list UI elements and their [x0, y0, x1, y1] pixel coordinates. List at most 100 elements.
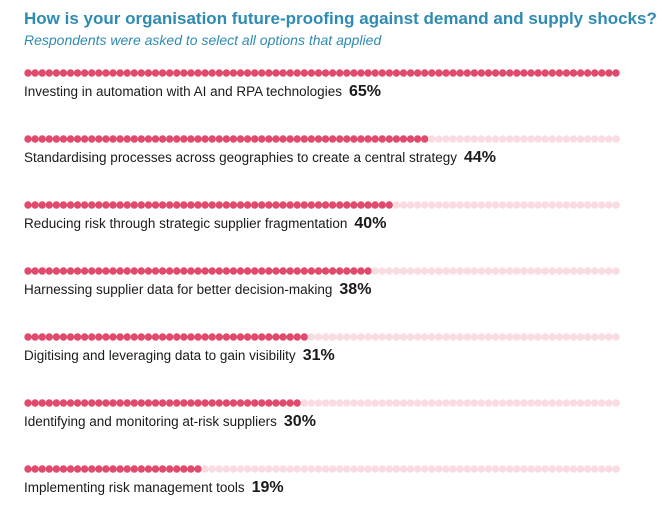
- bar-dot-empty: [555, 201, 564, 209]
- bar-dot-empty: [534, 267, 542, 275]
- bar-dot-empty: [357, 465, 365, 473]
- bar-dot-filled: [165, 135, 174, 143]
- bar-dot-filled: [222, 135, 231, 143]
- bar-dot-filled: [208, 333, 216, 341]
- bar-dot-filled: [293, 267, 301, 275]
- bar-dot-filled: [24, 399, 32, 407]
- bar-dot-filled: [208, 399, 216, 407]
- bar-dot-filled: [52, 267, 61, 275]
- bar-dot-empty: [456, 333, 464, 341]
- bar-dot-empty: [435, 465, 443, 473]
- bar-dot-empty: [463, 333, 471, 341]
- bar-dot-empty: [350, 333, 358, 341]
- bar-dot-filled: [442, 69, 450, 77]
- bar-dot-filled: [364, 201, 372, 209]
- bar-dot-empty: [477, 135, 486, 143]
- bar-dot-empty: [541, 333, 549, 341]
- bar-dot-empty: [449, 267, 457, 275]
- bar-dot-empty: [491, 201, 500, 209]
- bar-dot-empty: [548, 267, 556, 275]
- bar-dot-empty: [428, 333, 436, 341]
- bar-dot-filled: [73, 69, 82, 77]
- bar-dot-filled: [52, 399, 61, 407]
- bar-dot-empty: [321, 333, 330, 341]
- bar-dot-empty: [406, 201, 415, 209]
- bar-dot-filled: [201, 69, 209, 77]
- bar-dot-filled: [385, 201, 393, 209]
- bar-dot-filled: [357, 69, 365, 77]
- bar-dot-filled: [123, 201, 131, 209]
- bar-dot-filled: [151, 465, 160, 473]
- bar-dot-filled: [88, 399, 96, 407]
- bar-dot-filled: [328, 201, 337, 209]
- bar-dot-filled: [31, 69, 39, 77]
- bar-dot-filled: [265, 135, 273, 143]
- bar-dot-filled: [243, 399, 252, 407]
- bar-dot-filled: [137, 69, 146, 77]
- category-label: Digitising and leveraging data to gain v…: [24, 348, 296, 363]
- bar-dot-empty: [378, 333, 386, 341]
- bar-dot-filled: [66, 399, 75, 407]
- bar-dot-filled: [109, 201, 117, 209]
- bar-dot-empty: [612, 333, 620, 341]
- bar-dot-empty: [413, 267, 422, 275]
- bar-dot-filled: [80, 135, 89, 143]
- bar-dot-filled: [236, 201, 245, 209]
- bar-dot-filled: [399, 69, 408, 77]
- bar-dot-filled: [151, 135, 160, 143]
- bar-dot-empty: [527, 135, 535, 143]
- bar-dot-empty: [562, 465, 571, 473]
- bar-dot-empty: [520, 267, 528, 275]
- bar-dot-filled: [258, 399, 266, 407]
- bar-dot-empty: [548, 201, 556, 209]
- bar-dot-filled: [272, 135, 280, 143]
- bar-dot-filled: [88, 69, 96, 77]
- bar-dot-filled: [109, 267, 117, 275]
- bar-dot-empty: [583, 399, 592, 407]
- bar-dot-filled: [45, 69, 53, 77]
- bar-dot-filled: [31, 399, 39, 407]
- bar-dot-filled: [279, 333, 287, 341]
- bar-dot-filled: [598, 69, 606, 77]
- bar-dot-empty: [576, 267, 585, 275]
- bar-dot-empty: [428, 399, 436, 407]
- bar-dot-filled: [413, 135, 422, 143]
- bar-dot-empty: [484, 333, 493, 341]
- bar-dot-empty: [421, 333, 429, 341]
- bar-dot-empty: [534, 135, 542, 143]
- bar-dot-empty: [484, 465, 493, 473]
- bar-dot-empty: [612, 267, 620, 275]
- bar-dot-filled: [52, 69, 61, 77]
- category-label: Reducing risk through strategic supplier…: [24, 216, 347, 231]
- bar-dot-filled: [336, 135, 344, 143]
- bar-dot-filled: [80, 201, 89, 209]
- bar-dot-empty: [506, 135, 514, 143]
- bar-dot-filled: [109, 69, 117, 77]
- bar-dot-filled: [194, 201, 202, 209]
- bar-dot-empty: [421, 399, 429, 407]
- bar-dot-filled: [364, 135, 372, 143]
- bar-dot-empty: [605, 465, 613, 473]
- bar-dot-filled: [243, 201, 252, 209]
- bar-dot-filled: [364, 69, 372, 77]
- bar-dot-filled: [251, 333, 259, 341]
- bar-dot-filled: [123, 333, 131, 341]
- bar-dot-filled: [123, 465, 131, 473]
- bar-dot-filled: [527, 69, 535, 77]
- bar-dot-empty: [591, 267, 599, 275]
- bar-dot-empty: [484, 267, 493, 275]
- bar-dot-filled: [350, 201, 358, 209]
- bar-dot-filled: [222, 69, 231, 77]
- bar-dot-filled: [24, 135, 32, 143]
- bar-dot-filled: [229, 201, 238, 209]
- bar-dot-filled: [165, 69, 174, 77]
- bar-dot-empty: [583, 267, 592, 275]
- bar-dot-empty: [513, 135, 521, 143]
- bar-dot-empty: [605, 267, 613, 275]
- bar-dot-filled: [130, 267, 138, 275]
- bar-dot-empty: [449, 135, 457, 143]
- bar-dot-filled: [123, 69, 131, 77]
- bar-dot-filled: [265, 267, 273, 275]
- bar-dot-filled: [102, 399, 110, 407]
- bar-dot-filled: [470, 69, 479, 77]
